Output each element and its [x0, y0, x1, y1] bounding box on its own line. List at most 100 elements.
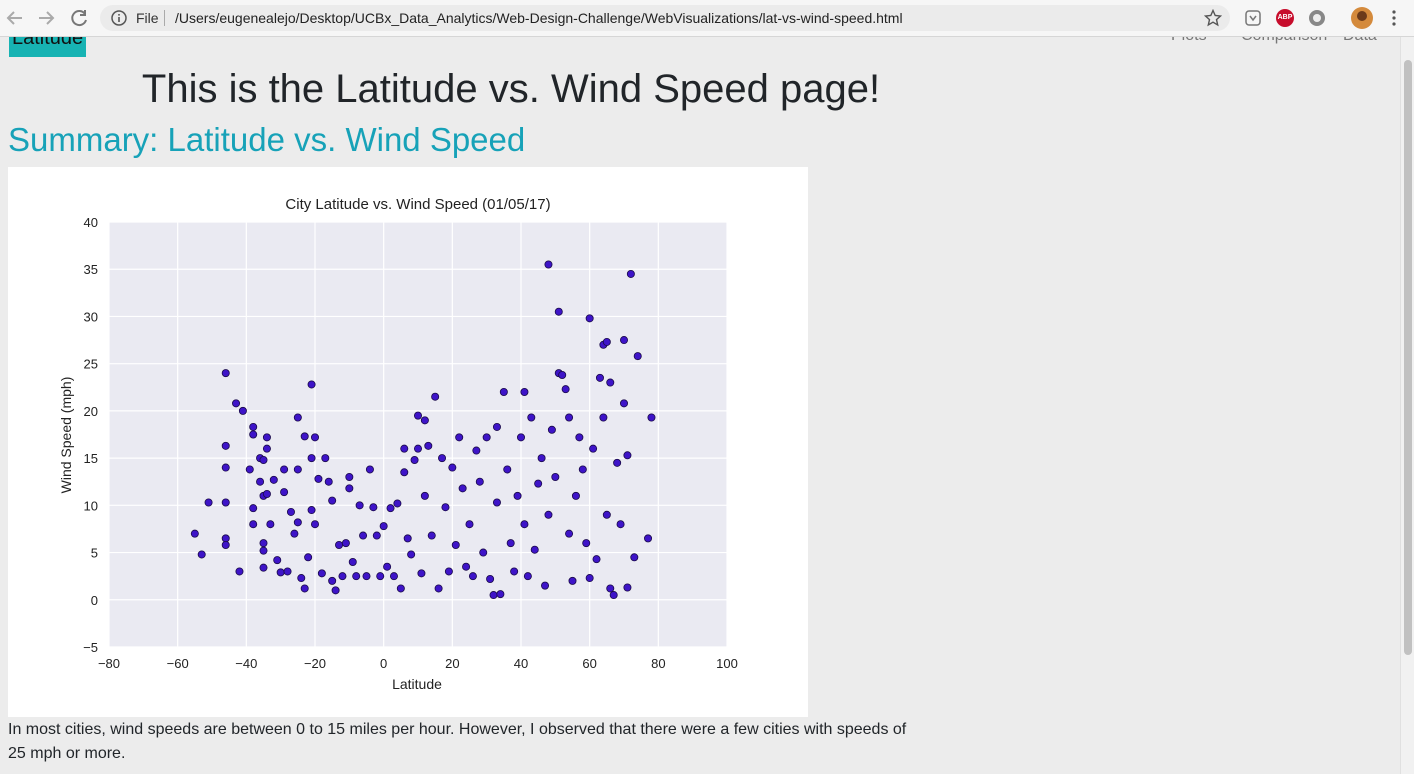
data-point — [534, 479, 543, 488]
data-point — [537, 454, 546, 463]
extension-icon[interactable] — [1243, 8, 1263, 28]
data-point — [499, 387, 508, 396]
nav-item[interactable]: Data — [1343, 37, 1377, 45]
data-point — [609, 591, 618, 600]
data-point — [438, 454, 447, 463]
data-point — [633, 352, 642, 361]
data-point — [554, 307, 563, 316]
url-text[interactable]: /Users/eugenealejo/Desktop/UCBx_Data_Ana… — [175, 10, 903, 26]
forward-button[interactable] — [39, 11, 55, 25]
nav-brand[interactable]: Latitude — [9, 37, 87, 57]
data-point — [286, 507, 295, 516]
data-point — [262, 433, 271, 442]
profile-avatar[interactable] — [1350, 6, 1374, 30]
data-point — [383, 562, 392, 571]
data-point — [616, 520, 625, 529]
address-bar[interactable]: File /Users/eugenealejo/Desktop/UCBx_Dat… — [100, 5, 1230, 31]
y-tick-label: 10 — [84, 498, 98, 513]
data-point — [575, 433, 584, 442]
data-point — [321, 454, 330, 463]
data-point — [589, 444, 598, 453]
data-point — [259, 563, 268, 572]
data-point — [565, 413, 574, 422]
extension-icon[interactable] — [1307, 8, 1327, 28]
x-tick-label: 80 — [651, 656, 665, 671]
data-point — [269, 475, 278, 484]
data-point — [606, 378, 615, 387]
data-point — [259, 455, 268, 464]
data-point — [324, 477, 333, 486]
data-point — [489, 591, 498, 600]
data-point — [558, 370, 567, 379]
data-point — [221, 540, 230, 549]
data-point — [259, 539, 268, 548]
data-point — [602, 510, 611, 519]
data-point — [293, 518, 302, 527]
data-point — [290, 529, 299, 538]
data-point — [345, 472, 354, 481]
data-point — [400, 468, 409, 477]
data-point — [376, 572, 385, 581]
data-point — [245, 465, 254, 474]
nav-buttons[interactable] — [0, 0, 100, 36]
x-tick-label: 100 — [716, 656, 738, 671]
adblock-icon[interactable]: ABP — [1276, 9, 1294, 27]
scrollbar-thumb[interactable] — [1404, 60, 1412, 655]
y-tick-label: 30 — [84, 309, 98, 324]
y-axis-label: Wind Speed (mph) — [58, 377, 74, 494]
data-point — [520, 387, 529, 396]
file-label: File — [136, 10, 159, 26]
data-point — [249, 504, 258, 513]
data-point — [221, 498, 230, 507]
data-point — [341, 539, 350, 548]
data-point — [359, 531, 368, 540]
data-point — [620, 399, 629, 408]
x-tick-label: 40 — [514, 656, 528, 671]
data-point — [310, 520, 319, 529]
y-tick-label: −5 — [83, 640, 98, 655]
data-point — [472, 446, 481, 455]
data-point — [496, 590, 505, 599]
data-point — [348, 557, 357, 566]
data-point — [592, 555, 601, 564]
data-point — [396, 584, 405, 593]
menu-button[interactable] — [1389, 8, 1399, 28]
data-point — [568, 576, 577, 585]
x-tick-label: −40 — [235, 656, 257, 671]
data-point — [427, 531, 436, 540]
data-point — [606, 584, 615, 593]
data-point — [238, 406, 247, 415]
data-point — [221, 534, 230, 543]
data-point — [455, 433, 464, 442]
data-point — [235, 567, 244, 576]
data-point — [441, 503, 450, 512]
data-point — [293, 413, 302, 422]
data-point — [647, 413, 656, 422]
data-point — [273, 556, 282, 565]
data-point — [204, 498, 213, 507]
data-point — [345, 484, 354, 493]
data-point — [544, 260, 553, 269]
y-tick-label: 25 — [84, 357, 98, 372]
x-tick-label: −80 — [98, 656, 120, 671]
x-tick-label: 20 — [445, 656, 459, 671]
info-icon[interactable] — [110, 9, 128, 27]
back-button[interactable] — [6, 11, 22, 25]
data-point — [262, 444, 271, 453]
data-point — [468, 572, 477, 581]
nav-item[interactable]: Comparison — [1241, 37, 1327, 45]
page-content: Latitude Plots Comparison Data This is t… — [0, 37, 1400, 774]
reload-button[interactable] — [71, 10, 87, 27]
nav-item[interactable]: Plots — [1171, 37, 1207, 45]
data-point — [280, 488, 289, 497]
data-point — [190, 529, 199, 538]
data-point — [530, 545, 539, 554]
data-point — [328, 576, 337, 585]
data-point — [300, 584, 309, 593]
scrollbar[interactable] — [1400, 37, 1414, 774]
y-tick-label: 35 — [84, 262, 98, 277]
data-point — [355, 501, 364, 510]
data-point — [595, 373, 604, 382]
bookmark-star[interactable] — [1204, 9, 1222, 27]
data-point — [520, 520, 529, 529]
